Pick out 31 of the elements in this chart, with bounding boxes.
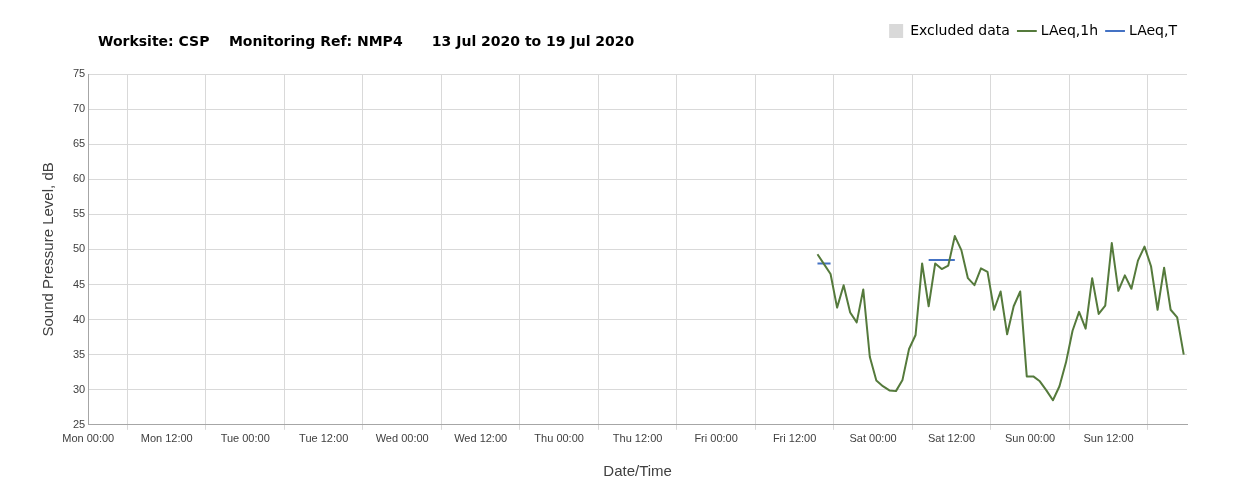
y-tick-label: 70 (72, 102, 86, 115)
x-tick-label: Wed 12:00 (454, 432, 508, 445)
y-tick-label: 60 (72, 172, 86, 185)
x-axis-title: Date/Time (603, 462, 672, 480)
x-tick-label: Fri 00:00 (694, 432, 738, 445)
x-tick-label: Wed 00:00 (375, 432, 429, 445)
y-tick-label: 65 (72, 137, 86, 150)
x-tick-label: Thu 00:00 (534, 432, 584, 445)
legend-label: Excluded data (910, 21, 1010, 38)
y-tick-label: 55 (72, 207, 86, 220)
x-tick-label: Tue 00:00 (220, 432, 270, 445)
x-tick-label: Fri 12:00 (772, 432, 817, 445)
y-axis-title: Sound Pressure Level, dB (39, 162, 57, 337)
legend-label: LAeq,T (1129, 21, 1178, 38)
y-tick-label: 45 (72, 277, 86, 290)
x-tick-label: Thu 12:00 (612, 432, 663, 445)
y-tick-label: 35 (72, 347, 86, 360)
legend-label: LAeq,1h (1040, 21, 1099, 38)
x-tick-label: Sun 12:00 (1083, 432, 1134, 445)
chart-title: Worksite: CSP Monitoring Ref: NMP4 13 Jul 2020 to 19 Jul 2020 (98, 33, 635, 49)
x-tick-label: Tue 12:00 (299, 432, 349, 445)
x-tick-label: Mon 00:00 (62, 432, 115, 445)
y-tick-label: 30 (72, 382, 86, 395)
x-tick-label: Sat 12:00 (928, 432, 976, 445)
x-tick-label: Sat 00:00 (849, 432, 897, 445)
y-tick-label: 40 (72, 312, 86, 325)
y-tick-label: 25 (72, 417, 86, 430)
x-tick-label: Mon 12:00 (140, 432, 193, 445)
x-tick-label: Sun 00:00 (1004, 432, 1056, 445)
y-tick-label: 75 (72, 67, 86, 80)
y-tick-label: 50 (72, 242, 86, 255)
